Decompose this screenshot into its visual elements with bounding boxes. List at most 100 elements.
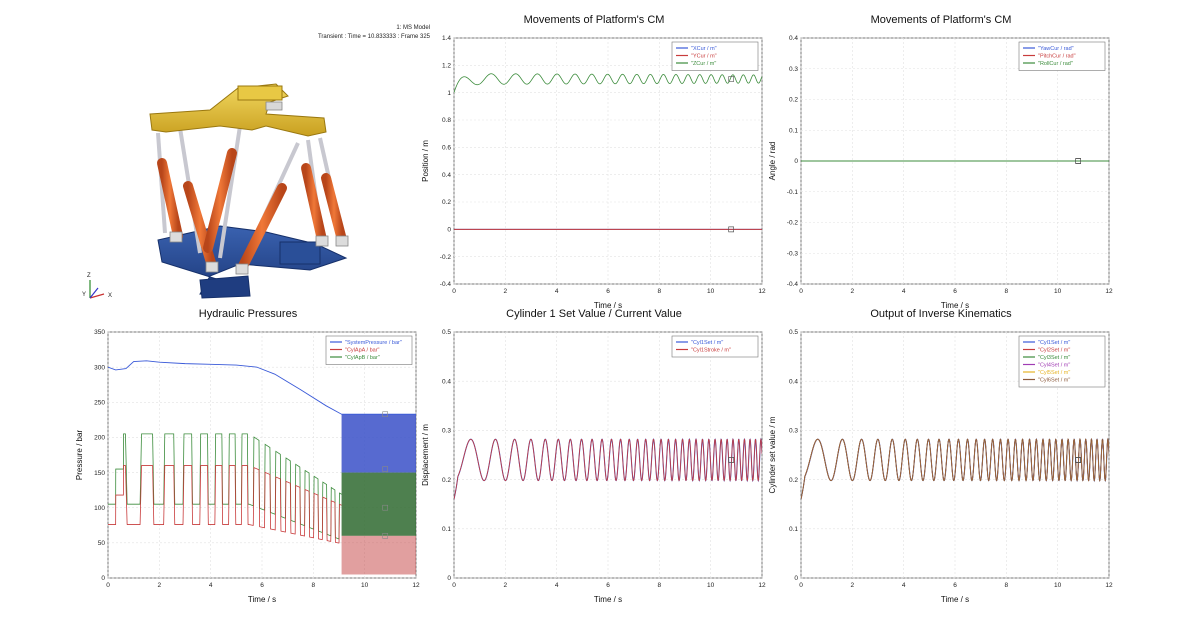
y-tick-label: 0.4 xyxy=(789,378,798,385)
chart-platform-position[interactable]: 0 2 4 6 8 10 12 -0.4 -0.2 0 0.2 0.4 0.6 0.8 1 1.2 1.4 Tim… xyxy=(418,14,770,314)
y-tick-label: 0.1 xyxy=(442,526,451,533)
y-tick-label: 0.2 xyxy=(442,477,451,484)
y-tick-label: -0.4 xyxy=(440,281,452,288)
actuator-cylinders xyxy=(156,125,347,273)
chart-cylinder1[interactable]: 0 2 4 6 8 10 12 0 0.1 0.2 0.3 0.4 0.5 Time / s Displac… xyxy=(418,308,770,608)
y-axis-label: Pressure / bar xyxy=(75,430,84,481)
time-marker xyxy=(1075,158,1082,164)
x-tick-label: 8 xyxy=(312,582,316,589)
legend: "XCur / m" "YCur / m""ZCur / m" xyxy=(671,41,759,71)
chart-svg: 0 2 4 6 8 10 12 0 50 100 150 200 250 300 350 Time / s Pr… xyxy=(75,329,420,604)
x-tick-label: 12 xyxy=(412,582,420,589)
x-tick-label: 4 xyxy=(902,582,906,589)
legend-entry: "Cyl1Set / m" xyxy=(691,340,723,346)
legend-entry: "Cyl4Set / m" xyxy=(1038,363,1070,369)
legend-entry: "XCur / m" xyxy=(691,46,717,52)
legend-entry: "YawCur / rad" xyxy=(1038,46,1074,52)
series-group xyxy=(108,360,416,575)
x-tick-label: 0 xyxy=(106,582,110,589)
y-axis-label: Displacement / m xyxy=(421,424,430,486)
chart-title: Output of Inverse Kinematics xyxy=(870,308,1012,320)
y-tick-label: -0.4 xyxy=(787,281,799,288)
axis-x-label: X xyxy=(108,293,112,299)
legend-entry: "Cyl6Set / m" xyxy=(1038,378,1070,384)
legend: "Cyl1Set / m" "Cyl2Set / m""Cyl3Set / m" "… xyxy=(1018,335,1106,388)
chart-title: Cylinder 1 Set Value / Current Value xyxy=(506,308,682,320)
x-axis-label: Time / s xyxy=(594,301,622,310)
y-tick-label: -0.3 xyxy=(787,250,799,257)
y-tick-label: 1.4 xyxy=(442,35,451,42)
y-tick-label: 1.2 xyxy=(442,63,451,70)
chart-svg: 0 2 4 6 8 10 12 0 0.1 0.2 0.3 0.4 0.5 Time / s Cylinde… xyxy=(768,329,1113,604)
chart-title: Hydraulic Pressures xyxy=(198,308,298,320)
y-tick-label: 0.3 xyxy=(789,428,798,435)
base-joints xyxy=(169,231,349,275)
model-name: 1: MS Model xyxy=(396,25,430,31)
legend-entry: "PitchCur / rad" xyxy=(1038,54,1076,60)
y-tick-label: 0.2 xyxy=(789,477,798,484)
x-tick-label: 6 xyxy=(953,582,957,589)
x-tick-label: 6 xyxy=(953,288,957,295)
time-marker xyxy=(728,457,735,463)
series-line xyxy=(454,437,762,500)
y-tick-label: 0.5 xyxy=(789,329,798,336)
legend-entry: "Cyl1Set / m" xyxy=(1038,340,1070,346)
x-tick-label: 6 xyxy=(606,288,610,295)
y-tick-label: 0 xyxy=(794,158,798,165)
x-tick-label: 10 xyxy=(707,288,715,295)
x-tick-label: 8 xyxy=(1005,288,1009,295)
x-tick-label: 12 xyxy=(758,582,766,589)
x-tick-label: 10 xyxy=(707,582,715,589)
y-tick-label: 0 xyxy=(447,227,451,234)
pressure-band xyxy=(341,472,416,536)
x-tick-label: 6 xyxy=(606,582,610,589)
axis-z-label: Z xyxy=(87,273,91,279)
x-tick-label: 8 xyxy=(658,288,662,295)
x-tick-label: 0 xyxy=(799,288,803,295)
y-tick-label: 0.3 xyxy=(789,66,798,73)
y-tick-label: 0 xyxy=(101,575,105,582)
legend-entry: "Cyl5Set / m" xyxy=(1038,370,1070,376)
time-marker xyxy=(382,411,389,418)
y-tick-label: 0 xyxy=(447,575,451,582)
x-axis-label: Time / s xyxy=(941,595,969,604)
pressure-line xyxy=(108,433,342,540)
time-marker xyxy=(382,504,389,511)
x-tick-label: 12 xyxy=(1105,582,1113,589)
y-tick-label: 0.1 xyxy=(789,526,798,533)
y-tick-label: -0.2 xyxy=(787,220,799,227)
x-tick-label: 2 xyxy=(504,288,508,295)
x-tick-label: 4 xyxy=(902,288,906,295)
x-tick-label: 0 xyxy=(452,582,456,589)
chart-platform-angle[interactable]: 0 2 4 6 8 10 12 -0.4 -0.3 -0.2 -0.1 0 0.1 0.2 0.3 0.4 Ti… xyxy=(765,14,1117,314)
system-pressure-line xyxy=(108,360,416,415)
chart-svg: 0 2 4 6 8 10 12 0 0.1 0.2 0.3 0.4 0.5 Time / s Displac… xyxy=(421,329,766,604)
hexapod-model: Z Y X xyxy=(82,83,349,299)
y-tick-label: 350 xyxy=(94,329,105,336)
chart-title: Movements of Platform's CM xyxy=(870,14,1012,26)
y-axis-label: Cylinder set value / m xyxy=(768,416,777,493)
pressure-line xyxy=(108,465,342,544)
x-tick-label: 4 xyxy=(555,582,559,589)
x-tick-label: 2 xyxy=(504,582,508,589)
x-tick-label: 6 xyxy=(260,582,264,589)
y-tick-label: 0.4 xyxy=(442,172,451,179)
x-axis-label: Time / s xyxy=(248,595,276,604)
legend-entry: "CylApB / bar" xyxy=(345,355,380,361)
chart-hydraulic-pressures[interactable]: 0 2 4 6 8 10 12 0 50 100 150 200 250 300 350 Time / s Pr… xyxy=(72,308,424,608)
time-marker xyxy=(382,533,389,539)
model-view-3d[interactable]: 1: MS Model Transient : Time = 10.833333… xyxy=(70,18,430,308)
series-line xyxy=(454,73,762,93)
x-tick-label: 0 xyxy=(799,582,803,589)
y-tick-label: 50 xyxy=(98,540,106,547)
frame-info: Transient : Time = 10.833333 : Frame 325 xyxy=(317,34,430,40)
y-tick-label: 0.4 xyxy=(442,378,451,385)
series-group xyxy=(454,437,762,500)
x-tick-label: 0 xyxy=(452,288,456,295)
series-group xyxy=(454,73,762,230)
chart-inverse-kinematics[interactable]: 0 2 4 6 8 10 12 0 0.1 0.2 0.3 0.4 0.5 Time / s Cylinde… xyxy=(765,308,1117,608)
x-tick-label: 10 xyxy=(1054,582,1062,589)
y-tick-label: 100 xyxy=(94,505,105,512)
time-marker xyxy=(728,226,735,233)
y-tick-label: 0.3 xyxy=(442,428,451,435)
